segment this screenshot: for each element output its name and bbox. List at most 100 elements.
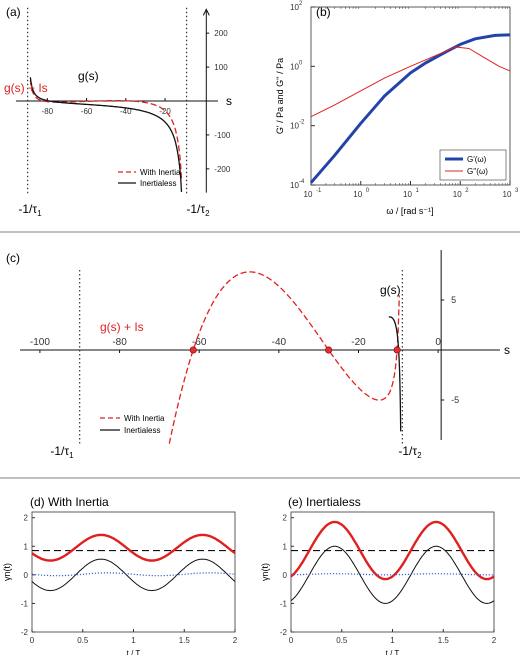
series-black — [31, 558, 236, 592]
y-tick-label: 100 — [214, 63, 228, 72]
x-tick-label: 0 — [435, 337, 441, 348]
y-tick-label: 1 — [283, 542, 288, 551]
panel-d-title: (d) With Inertia — [30, 495, 109, 509]
legend-box — [439, 149, 507, 181]
x-tick-label: 1 — [390, 636, 395, 645]
series-with-inertia — [29, 80, 183, 180]
y-tick-label: 2 — [24, 514, 29, 523]
panel-b-label: (b) — [316, 5, 331, 19]
legend-label-inertialess: Inertialess — [140, 179, 176, 188]
x-tick-label: 0 — [289, 636, 294, 645]
panel-a-plot: s -80 -60 -40 -20 200 100 -100 -200 -1/τ1 -1/τ2 g(s… — [4, 7, 232, 218]
y-tick-exponent: 2 — [299, 1, 303, 7]
y-tick-label: 10 — [290, 122, 299, 131]
root-marker — [393, 346, 401, 354]
x-tick-label: -40 — [120, 107, 132, 116]
x-tick-label: -60 — [81, 107, 93, 116]
x-axis-label: s — [504, 343, 510, 357]
y-tick-exponent: 0 — [299, 60, 303, 66]
plot-frame — [31, 511, 236, 633]
x-tick-exponent: 2 — [465, 188, 469, 194]
x-axis-label: t / T — [386, 649, 400, 655]
series-blue_dot — [291, 573, 494, 576]
x-tick-label: 1 — [131, 636, 136, 645]
panel-c-plot: s -100 -80 -60 -40 -20 0 5 -5 -1/τ1 -1/τ2 g(s) + Is… — [20, 250, 510, 460]
x-axis-label: ω / [rad s⁻¹] — [386, 206, 433, 216]
annotation-gs: g(s) — [380, 283, 401, 297]
series-inertialess — [29, 77, 183, 192]
annotation-gs-is: g(s) + Is — [4, 81, 48, 95]
panel-c-label: (c) — [6, 251, 20, 265]
annotation-gs: g(s) — [78, 69, 99, 83]
series-black — [290, 545, 495, 604]
series-blue_dot — [31, 572, 236, 577]
legend-label-g-prime: G'(ω) — [467, 155, 487, 164]
y-tick-label: 1 — [24, 542, 29, 551]
y-tick-label: 10 — [290, 3, 299, 12]
series-g-prime — [309, 33, 511, 184]
y-tick-exponent: -2 — [299, 120, 305, 126]
x-tick-label: -100 — [30, 337, 50, 348]
x-tick-label: -40 — [272, 337, 287, 348]
y-tick-label: -2 — [21, 628, 29, 637]
x-tick-label: 1.5 — [438, 636, 450, 645]
x-axis-label: s — [226, 94, 232, 108]
legend-label-inertialess: Inertialess — [124, 426, 160, 435]
x-tick-label: -80 — [112, 337, 127, 348]
series-g-double-prime — [310, 46, 511, 118]
x-tick-label: -60 — [192, 337, 207, 348]
x-tick-label: 10 — [353, 190, 362, 199]
legend-label-with-inertia: With Inertia — [140, 168, 181, 177]
y-tick-label: 200 — [214, 29, 228, 38]
legend-label-g-double-prime: G''(ω) — [467, 167, 488, 176]
x-tick-label: 10 — [403, 190, 412, 199]
y-tick-label: 10 — [290, 181, 299, 190]
x-tick-label: -80 — [42, 107, 54, 116]
asymptote-label-tau1: -1/τ1 — [18, 202, 42, 218]
x-axis-label: t / T — [127, 649, 141, 655]
x-tick-label: 0.5 — [77, 636, 89, 645]
panel-d-plot: 0 0.5 1 1.5 2 2 1 0 -1 -2 t / T γn(t) — [2, 511, 238, 655]
y-axis-label: G' / Pa and G'' / Pa — [275, 58, 285, 134]
x-tick-exponent: 3 — [515, 188, 519, 194]
panel-d: (d) With Inertia 0 0.5 1 1.5 2 2 1 0 -1 -2 t / T γn… — [2, 495, 238, 655]
panel-c: (c) s -100 -80 -60 -40 -20 0 5 -5 -1/τ1 -1/τ2 g(s) … — [6, 250, 510, 460]
y-tick-label: -200 — [214, 165, 231, 174]
panel-e-plot: 0 0.5 1 1.5 2 2 1 0 -1 -2 t / T γn(t) — [260, 511, 497, 655]
y-tick-label: 5 — [451, 295, 456, 305]
asymptote-label-tau1: -1/τ1 — [50, 444, 74, 460]
y-axis-label: γn(t) — [2, 563, 12, 581]
asymptote-label-tau2: -1/τ2 — [186, 202, 210, 218]
x-tick-exponent: -1 — [316, 188, 322, 194]
x-tick-label: 10 — [304, 190, 313, 199]
series-red — [290, 520, 495, 581]
panel-b: (b) 10 -1 10 0 10 1 10 2 10 310 -410 -210 010 2ω / [r… — [275, 1, 519, 216]
x-tick-label: 10 — [503, 190, 512, 199]
y-axis-arrow — [202, 8, 210, 16]
panel-e-title: (e) Inertialess — [288, 495, 361, 509]
x-tick-label: 10 — [453, 190, 462, 199]
x-tick-label: 2 — [233, 636, 238, 645]
y-tick-label: 2 — [283, 514, 288, 523]
y-tick-label: -1 — [21, 599, 29, 608]
x-tick-label: -20 — [159, 107, 171, 116]
x-tick-label: 0.5 — [336, 636, 348, 645]
series-red — [31, 533, 236, 562]
annotation-gs-is: g(s) + Is — [100, 320, 144, 334]
root-marker — [325, 346, 333, 354]
y-tick-label: 10 — [290, 62, 299, 71]
panel-a-label: (a) — [6, 5, 21, 19]
x-tick-label: 2 — [492, 636, 497, 645]
legend-label-with-inertia: With Inertia — [124, 414, 165, 423]
panel-a: (a) s -80 -60 -40 -20 200 100 -100 -200 -1/τ1 -1/τ… — [4, 5, 232, 218]
y-tick-label: 0 — [283, 571, 288, 580]
root-marker — [189, 346, 197, 354]
x-tick-label: 0 — [30, 636, 35, 645]
x-tick-label: 1.5 — [179, 636, 191, 645]
y-tick-label: -100 — [214, 131, 231, 140]
x-tick-exponent: 1 — [416, 188, 420, 194]
y-tick-exponent: -4 — [299, 179, 305, 185]
asymptote-label-tau2: -1/τ2 — [398, 444, 422, 460]
series-with-inertia — [168, 271, 400, 444]
